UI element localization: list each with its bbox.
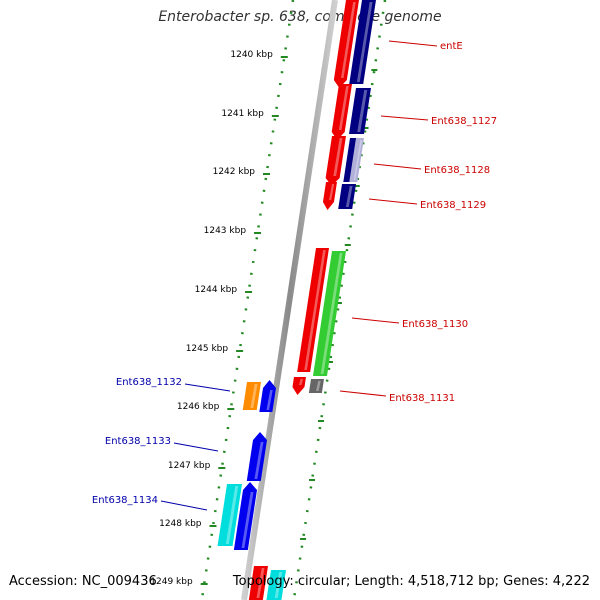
leader-line bbox=[351, 317, 400, 324]
gene-1127-navy bbox=[349, 88, 371, 134]
leader-line bbox=[373, 163, 422, 170]
leader-line bbox=[380, 115, 429, 121]
gene-1132-blue bbox=[259, 380, 276, 412]
gene-1131-red-highlight bbox=[299, 379, 303, 385]
genome-backbone bbox=[241, 0, 338, 600]
gene-1131-gray-highlight bbox=[316, 381, 321, 391]
gene-1130-red-highlight bbox=[304, 250, 326, 370]
gene-label-Ent638_1132: Ent638_1132 bbox=[116, 377, 182, 388]
gene-label-Ent638_1127: Ent638_1127 bbox=[431, 116, 497, 127]
leader-line bbox=[339, 390, 387, 397]
gene-bottom-red-highlight bbox=[256, 568, 265, 598]
tick-label: 1249 kbp bbox=[150, 577, 193, 587]
gene-1127-navy-highlight bbox=[357, 90, 368, 132]
gene-label-Ent638_1130: Ent638_1130 bbox=[402, 319, 468, 330]
gene-1130-green-highlight bbox=[320, 253, 343, 374]
gene-bottom-cyan bbox=[266, 570, 286, 600]
tick-label: 1244 kbp bbox=[195, 285, 238, 295]
leader-line bbox=[184, 383, 231, 392]
gene-label-Ent638_1128: Ent638_1128 bbox=[424, 165, 490, 176]
gene-1132-orange-highlight bbox=[250, 384, 258, 408]
tick-label: 1247 kbp bbox=[168, 461, 211, 471]
leader-line bbox=[388, 40, 438, 47]
outer-dotted-ring bbox=[292, 0, 387, 600]
gene-1129-navy bbox=[338, 184, 356, 209]
tick-label: 1241 kbp bbox=[221, 109, 264, 119]
gene-entE-navy bbox=[349, 0, 376, 84]
gene-1127-red-highlight bbox=[338, 86, 349, 130]
leader-line bbox=[173, 442, 219, 452]
accession-text: Accession: NC_009436 bbox=[9, 574, 157, 589]
gene-entE-red bbox=[333, 0, 359, 88]
tick-label: 1242 kbp bbox=[213, 167, 256, 177]
inner-dotted-ring bbox=[200, 0, 295, 600]
gene-bottom-cyan-highlight bbox=[274, 572, 283, 598]
gene-1130-green bbox=[313, 251, 346, 376]
gene-1131-gray bbox=[308, 379, 324, 393]
gene-1127-red bbox=[331, 84, 352, 140]
gene-1128-light bbox=[349, 138, 364, 182]
gene-1131-red bbox=[292, 377, 306, 395]
tick-label: 1243 kbp bbox=[204, 226, 247, 236]
leader-line bbox=[160, 500, 208, 511]
tick-label: 1245 kbp bbox=[186, 344, 229, 354]
gene-1132-blue-highlight bbox=[266, 390, 273, 410]
gene-1134-blue-highlight bbox=[241, 492, 254, 548]
gene-bottom-red bbox=[248, 566, 268, 600]
gene-1129-navy-highlight bbox=[345, 186, 353, 207]
gene-label-Ent638_1131: Ent638_1131 bbox=[389, 393, 455, 404]
tick-label: 1246 kbp bbox=[177, 402, 220, 412]
gene-1129-red-highlight bbox=[329, 184, 335, 200]
gene-1128-red bbox=[325, 136, 346, 186]
gene-entE-navy-highlight bbox=[356, 2, 373, 82]
gene-1130-red bbox=[297, 248, 329, 372]
gene-1128-light-highlight bbox=[353, 140, 362, 180]
gene-1128-red-highlight bbox=[333, 138, 343, 176]
gene-1133-blue bbox=[246, 432, 267, 481]
gene-1132-orange bbox=[242, 382, 261, 410]
gene-label-entE: entE bbox=[440, 41, 463, 52]
gene-1133-blue-highlight bbox=[254, 442, 264, 479]
gene-1134-cyan-highlight bbox=[225, 486, 239, 544]
tick-label: 1248 kbp bbox=[159, 519, 202, 529]
gene-entE-red-highlight bbox=[340, 2, 356, 78]
genome-stats-text: Topology: circular; Length: 4,518,712 bp… bbox=[232, 574, 590, 589]
tick-label: 1240 kbp bbox=[230, 50, 273, 60]
gene-label-Ent638_1133: Ent638_1133 bbox=[105, 436, 171, 447]
gene-1134-blue bbox=[233, 482, 257, 550]
gene-label-Ent638_1129: Ent638_1129 bbox=[420, 200, 486, 211]
leader-line bbox=[368, 198, 418, 205]
gene-1129-red bbox=[322, 182, 337, 210]
gene-1134-cyan bbox=[217, 484, 242, 546]
gene-label-Ent638_1134: Ent638_1134 bbox=[92, 495, 158, 506]
